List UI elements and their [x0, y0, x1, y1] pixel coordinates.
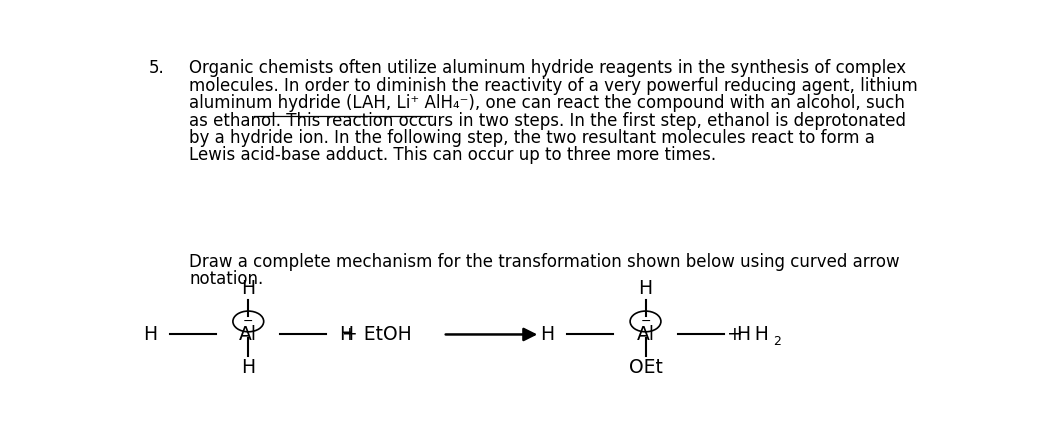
Text: H: H: [242, 358, 255, 377]
Text: Draw a complete mechanism for the transformation shown below using curved arrow: Draw a complete mechanism for the transf…: [189, 253, 900, 270]
Text: OEt: OEt: [629, 358, 662, 377]
Text: Al: Al: [637, 325, 655, 344]
Text: aluminum hydride (LAH, Li⁺ AlH₄⁻), one can react the compound with an alcohol, s: aluminum hydride (LAH, Li⁺ AlH₄⁻), one c…: [189, 94, 905, 112]
Text: Lewis acid-base adduct. This can occur up to three more times.: Lewis acid-base adduct. This can occur u…: [189, 146, 717, 164]
Text: 5.: 5.: [149, 59, 164, 77]
Text: −: −: [243, 315, 253, 328]
Text: + EtOH: + EtOH: [341, 325, 411, 344]
Text: H: H: [541, 325, 554, 344]
Text: H: H: [143, 325, 157, 344]
Text: H: H: [339, 325, 354, 344]
Text: 2: 2: [774, 335, 781, 349]
Text: molecules. In order to diminish the reactivity of a very powerful reducing agent: molecules. In order to diminish the reac…: [189, 77, 918, 95]
Text: Al: Al: [240, 325, 257, 344]
Text: H: H: [242, 279, 255, 298]
Text: as ethanol. This reaction occurs in two steps. In the first step, ethanol is dep: as ethanol. This reaction occurs in two …: [189, 112, 906, 130]
Text: +  H: + H: [727, 325, 769, 344]
Text: −: −: [640, 315, 651, 328]
Text: H: H: [638, 279, 653, 298]
Text: notation.: notation.: [189, 270, 264, 288]
Text: Organic chemists often utilize aluminum hydride reagents in the synthesis of com: Organic chemists often utilize aluminum …: [189, 59, 906, 77]
Text: H: H: [736, 325, 751, 344]
Text: by a hydride ion. In the following step, the two resultant molecules react to fo: by a hydride ion. In the following step,…: [189, 129, 876, 147]
